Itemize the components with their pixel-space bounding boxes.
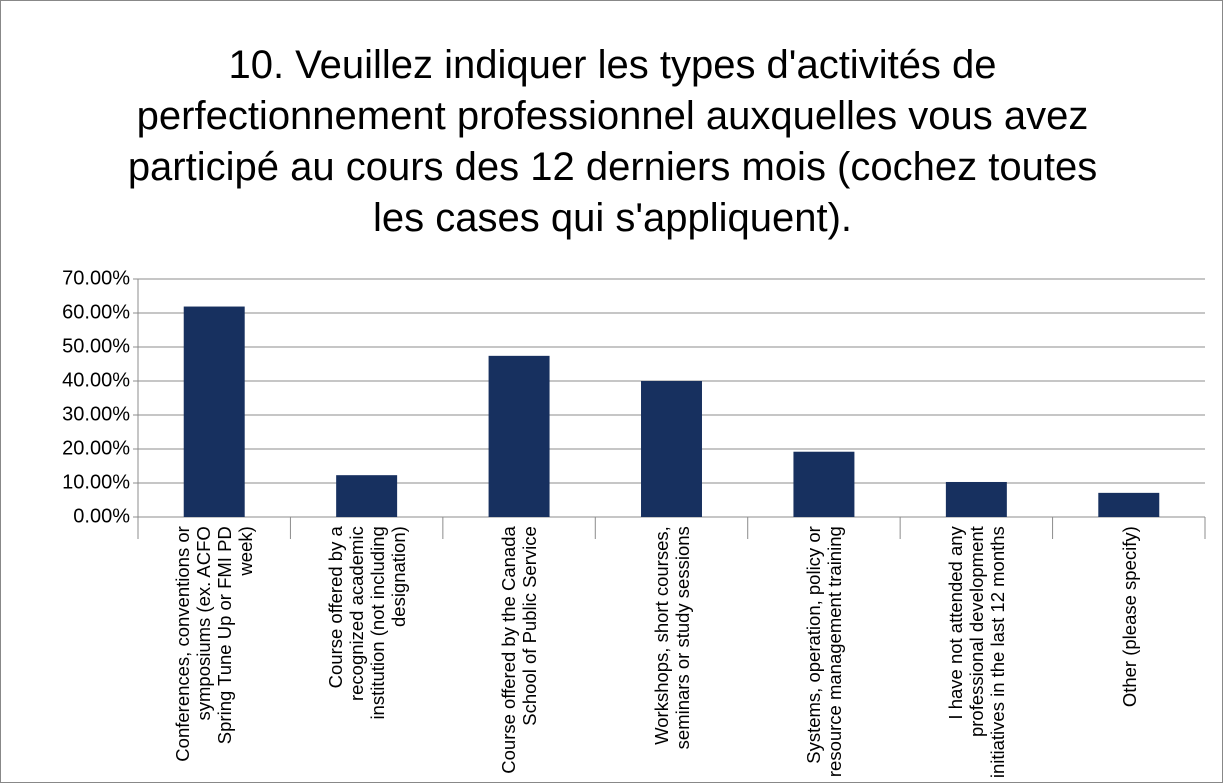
x-tick-label: I have not attended any professional dev… [944, 525, 1008, 778]
y-tick-label: 20.00% [62, 437, 130, 459]
x-tick-label: Systems, operation, policy or resource m… [802, 525, 845, 777]
bar [488, 355, 550, 517]
x-tick-label: Conferences, conventions or symposiums (… [172, 525, 257, 762]
y-tick-label: 30.00% [62, 403, 130, 425]
y-tick-label: 0.00% [73, 505, 130, 527]
bar [336, 475, 398, 517]
y-tick-label: 50.00% [62, 335, 130, 357]
y-tick-label: 10.00% [62, 471, 130, 493]
bar [793, 451, 855, 517]
x-tick-label: Other (please specify) [1118, 525, 1140, 707]
x-tick-label: Workshops, short courses, seminars or st… [650, 525, 693, 750]
x-tick-label: Course offered by the Canada School of P… [498, 525, 541, 774]
y-tick-label: 40.00% [62, 369, 130, 391]
y-tick-label: 70.00% [62, 267, 130, 289]
bar [183, 306, 245, 517]
bar [945, 481, 1007, 517]
x-tick-label: Course offered by a recognized academic … [324, 525, 409, 720]
bar [641, 381, 702, 517]
bar [1098, 492, 1160, 517]
chart-title: 10. Veuillez indiquer les types d'activi… [127, 43, 1098, 240]
y-tick-label: 60.00% [62, 301, 130, 323]
